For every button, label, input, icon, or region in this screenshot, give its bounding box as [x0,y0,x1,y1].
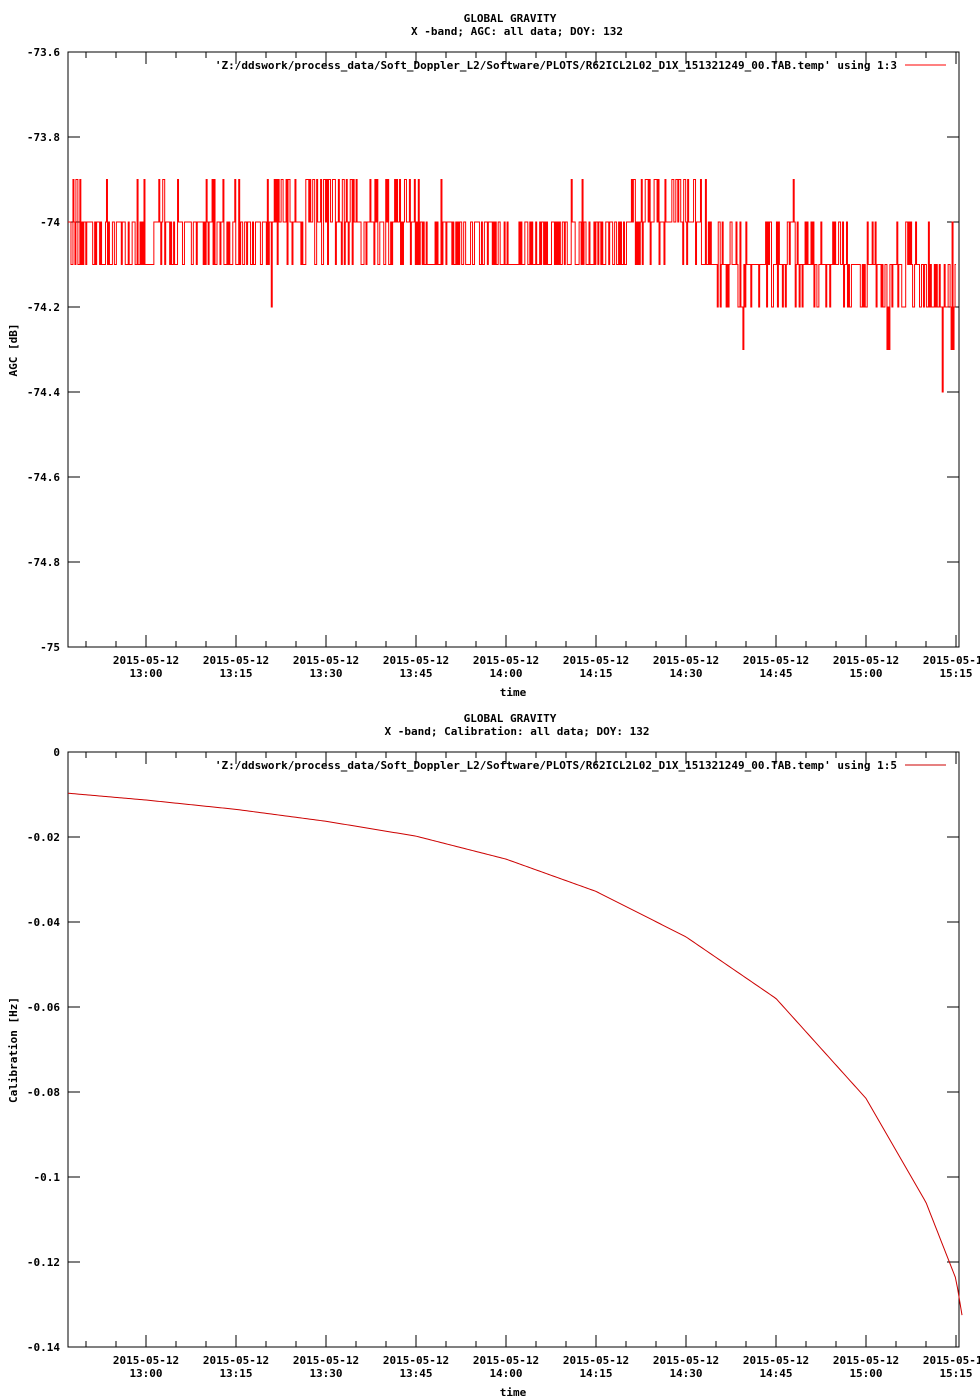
y-tick-label: -0.02 [27,831,60,844]
x-tick-label-date: 2015-05-12 [383,1354,449,1367]
x-tick-label-time: 15:00 [849,667,882,680]
x-tick-label-time: 13:15 [219,1367,252,1380]
y-tick-label: -74 [40,216,60,229]
x-tick-label-date: 2015-05-12 [293,654,359,667]
y-tick-label: 0 [53,746,60,759]
x-axis-label: time [500,686,527,699]
y-tick-label: -73.6 [27,46,60,59]
x-tick-label-date: 2015-05-12 [923,1354,980,1367]
x-axis-label: time [500,1386,527,1399]
x-tick-label-time: 13:00 [129,667,162,680]
x-tick-label-date: 2015-05-12 [383,654,449,667]
x-tick-label-date: 2015-05-12 [203,654,269,667]
y-tick-label: -0.1 [34,1171,61,1184]
x-tick-label-date: 2015-05-12 [293,1354,359,1367]
y-axis-label: AGC [dB] [7,324,20,377]
x-tick-label-time: 13:30 [309,667,342,680]
x-tick-label-time: 15:15 [939,1367,972,1380]
legend-entry: 'Z:/ddswork/process_data/Soft_Doppler_L2… [215,759,897,772]
x-ticks: 2015-05-1213:002015-05-1213:152015-05-12… [85,752,980,1380]
x-tick-label-time: 14:45 [759,1367,792,1380]
x-tick-label-date: 2015-05-12 [923,654,980,667]
x-tick-label-time: 15:00 [849,1367,882,1380]
x-tick-label-time: 14:15 [579,667,612,680]
x-tick-label-date: 2015-05-12 [203,1354,269,1367]
plot-frame [67,751,960,1348]
x-tick-label-time: 13:45 [399,667,432,680]
x-tick-label-date: 2015-05-12 [653,1354,719,1367]
y-tick-label: -74.6 [27,471,60,484]
y-tick-label: -0.12 [27,1256,60,1269]
x-tick-label-date: 2015-05-12 [113,1354,179,1367]
x-tick-label-time: 14:30 [669,1367,702,1380]
x-tick-label-time: 14:15 [579,1367,612,1380]
x-tick-label-time: 13:15 [219,667,252,680]
y-ticks: -73.6 -73.8 -74 -74.2 -74.4 -74.6 -74.8 -75 [27,46,959,654]
x-tick-label-time: 14:45 [759,667,792,680]
series-agc [68,179,957,393]
y-tick-label: -73.8 [27,131,60,144]
x-tick-label-date: 2015-05-12 [653,654,719,667]
x-tick-label-time: 14:00 [489,1367,522,1380]
x-tick-label-date: 2015-05-12 [113,654,179,667]
chart-subtitle: X -band; Calibration: all data; DOY: 132 [385,725,650,738]
x-tick-label-time: 14:30 [669,667,702,680]
y-tick-label: -0.14 [27,1341,60,1354]
x-tick-label-date: 2015-05-12 [473,1354,539,1367]
x-tick-label-date: 2015-05-12 [833,654,899,667]
y-tick-label: -0.04 [27,916,60,929]
x-tick-label-time: 14:00 [489,667,522,680]
y-ticks: 0 -0.02 -0.04 -0.06 -0.08 -0.1 -0.12 -0.14 [27,746,959,1354]
chart-title: GLOBAL GRAVITY [464,12,557,25]
y-tick-label: -74.2 [27,301,60,314]
x-tick-label-date: 2015-05-12 [743,654,809,667]
y-tick-label: -0.08 [27,1086,60,1099]
series-line [68,179,957,393]
chart-subtitle: X -band; AGC: all data; DOY: 132 [411,25,623,38]
chart-title: GLOBAL GRAVITY [464,712,557,725]
x-tick-label-time: 13:00 [129,1367,162,1380]
x-tick-label-time: 13:30 [309,1367,342,1380]
legend-entry: 'Z:/ddswork/process_data/Soft_Doppler_L2… [215,59,897,72]
x-tick-label-date: 2015-05-12 [833,1354,899,1367]
y-tick-label: -74.4 [27,386,60,399]
y-tick-label: -75 [40,641,60,654]
agc-chart: GLOBAL GRAVITY X -band; AGC: all data; D… [7,12,980,699]
x-tick-label-date: 2015-05-12 [563,654,629,667]
series-calibration [67,792,963,1316]
calibration-chart: GLOBAL GRAVITY X -band; Calibration: all… [7,712,980,1399]
y-tick-label: -74.8 [27,556,60,569]
y-tick-label: -0.06 [27,1001,60,1014]
x-tick-label-date: 2015-05-12 [743,1354,809,1367]
plot-frame [67,51,960,648]
x-tick-label-date: 2015-05-12 [473,654,539,667]
x-ticks: 2015-05-1213:002015-05-1213:152015-05-12… [85,52,980,680]
y-axis-label: Calibration [Hz] [7,997,20,1103]
series-line [67,792,963,1316]
x-tick-label-date: 2015-05-12 [563,1354,629,1367]
x-tick-label-time: 13:45 [399,1367,432,1380]
x-tick-label-time: 15:15 [939,667,972,680]
